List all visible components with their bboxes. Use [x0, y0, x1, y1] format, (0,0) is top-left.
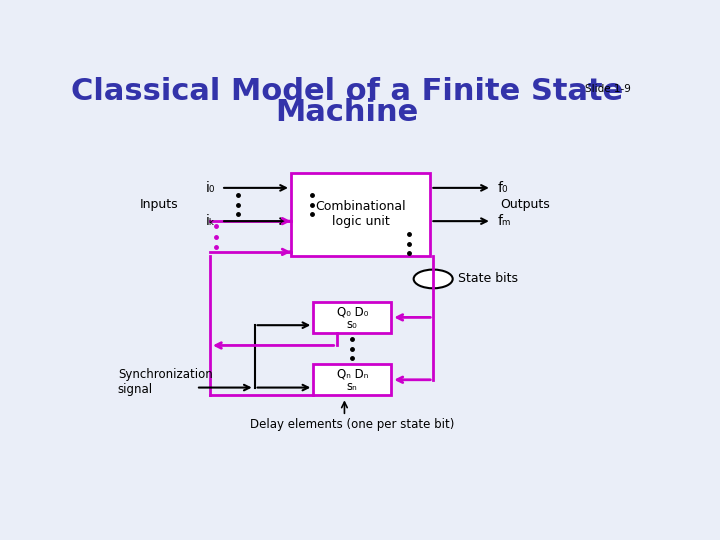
Text: Q₀ D₀: Q₀ D₀ [336, 305, 368, 318]
Text: iₖ: iₖ [206, 214, 215, 228]
Text: Slide 1-9: Slide 1-9 [585, 84, 631, 93]
Text: State bits: State bits [459, 273, 518, 286]
Text: Classical Model of a Finite State: Classical Model of a Finite State [71, 77, 623, 106]
Text: s₀: s₀ [347, 318, 358, 331]
Text: Machine: Machine [275, 98, 418, 127]
Text: fₘ: fₘ [498, 214, 511, 228]
Text: Delay elements (one per state bit): Delay elements (one per state bit) [250, 418, 454, 431]
Text: i₀: i₀ [206, 181, 215, 195]
Text: f₀: f₀ [498, 181, 508, 195]
Text: Inputs: Inputs [140, 198, 179, 211]
Bar [291, 173, 431, 256]
Bar [313, 364, 392, 395]
Text: Combinational
logic unit: Combinational logic unit [315, 200, 406, 228]
Bar [313, 302, 392, 333]
Text: Outputs: Outputs [500, 198, 550, 211]
Text: sₙ: sₙ [347, 380, 358, 393]
Text: Qₙ Dₙ: Qₙ Dₙ [336, 368, 368, 381]
Ellipse shape [413, 269, 453, 288]
Text: Synchronization
signal: Synchronization signal [118, 368, 212, 396]
